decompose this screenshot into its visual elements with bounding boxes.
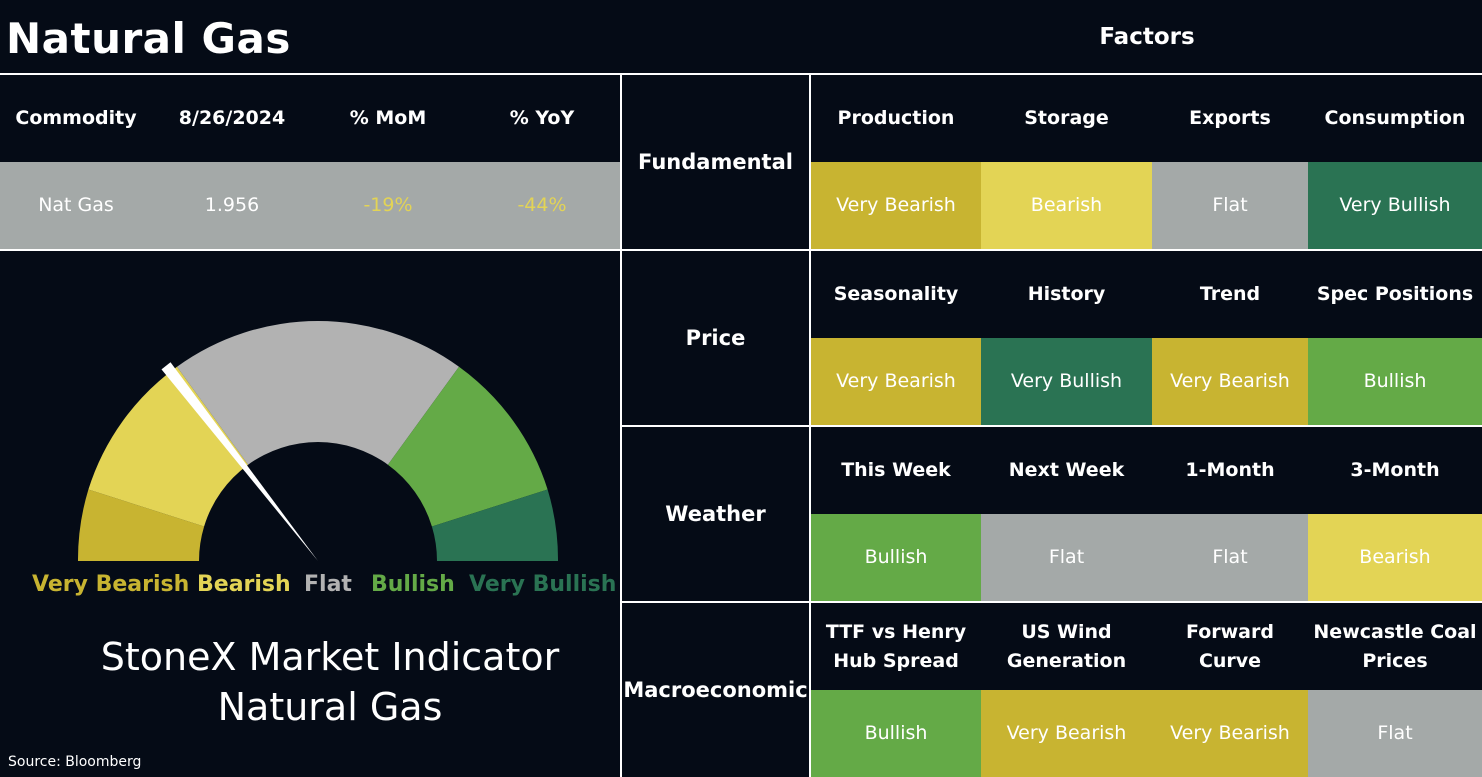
factor-label-production: Production: [837, 107, 955, 129]
commodity-name: Nat Gas: [38, 194, 114, 216]
divider-row-2: [621, 425, 1482, 427]
factor-label-consumption: Consumption: [1324, 107, 1466, 129]
commodity-header-mom: % MoM: [349, 107, 427, 129]
factor-label-line: Curve: [1198, 649, 1262, 672]
divider-left-mid: [0, 249, 621, 251]
factor-category-fundamental: Fundamental: [638, 149, 793, 174]
factor-label-seasonality: Seasonality: [833, 283, 959, 305]
page-title: Natural Gas: [6, 14, 291, 63]
factor-label-line: Generation: [1006, 649, 1127, 672]
factor-label-next-week: Next Week: [1008, 459, 1125, 481]
factor-value-this-week: Bullish: [811, 514, 981, 601]
indicator-title: StoneX Market Indicator Natural Gas: [0, 632, 660, 732]
gauge-segment-flat: [177, 321, 459, 465]
commodity-price: 1.956: [204, 194, 260, 216]
legend-bearish: Bearish: [197, 572, 291, 597]
legend-bullish: Bullish: [371, 572, 455, 597]
factor-label-1-month: 1-Month: [1185, 459, 1275, 481]
factor-category-price: Price: [685, 325, 746, 350]
divider-vertical-main: [620, 73, 622, 777]
commodity-header-date: 8/26/2024: [178, 107, 286, 129]
factor-value-3-month: Bearish: [1308, 514, 1482, 601]
gauge-needle: [161, 362, 318, 561]
factor-label-3-month: 3-Month: [1350, 459, 1440, 481]
commodity-table: Commodity 8/26/2024 % MoM % YoY Nat Gas …: [0, 75, 620, 249]
commodity-header-commodity: Commodity: [15, 107, 137, 129]
factor-value-newcastle-coal-prices: Flat: [1308, 690, 1482, 777]
factor-label-line: TTF vs Henry: [825, 620, 967, 643]
indicator-title-line-1: StoneX Market Indicator: [100, 635, 560, 679]
factor-label-this-week: This Week: [841, 459, 951, 481]
factor-label-forward-curve: Forward Curve: [1152, 603, 1308, 690]
market-indicator-gauge: [77, 321, 559, 561]
factor-label-spec-positions: Spec Positions: [1316, 283, 1474, 305]
legend-very-bullish: Very Bullish: [469, 572, 617, 597]
gauge-segment-very-bullish: [431, 489, 559, 561]
gauge-segment-bullish: [387, 366, 548, 527]
factor-value-spec-positions: Bullish: [1308, 338, 1482, 425]
factor-label-line: Forward: [1186, 620, 1274, 643]
factor-value-storage: Bearish: [981, 162, 1152, 249]
factor-value-consumption: Very Bullish: [1308, 162, 1482, 249]
gauge-segment-very-bearish: [77, 489, 205, 561]
factor-label-newcastle-coal-prices: Newcastle Coal Prices: [1308, 603, 1482, 690]
factor-value-1-month: Flat: [1152, 514, 1308, 601]
divider-top: [0, 73, 1482, 75]
factor-value-exports: Flat: [1152, 162, 1308, 249]
factor-label-line: Prices: [1362, 649, 1428, 672]
indicator-title-line-2: Natural Gas: [217, 685, 443, 729]
gauge-segment-bearish: [88, 366, 249, 527]
source-note: Source: Bloomberg: [8, 754, 142, 770]
commodity-mom-change: -19%: [363, 194, 413, 216]
factor-value-production: Very Bearish: [811, 162, 981, 249]
factor-value-trend: Very Bearish: [1152, 338, 1308, 425]
divider-row-3: [621, 601, 1482, 603]
factor-value-ttf-vs-henry-hub-spread: Bullish: [811, 690, 981, 777]
commodity-header-yoy: % YoY: [509, 107, 575, 129]
factor-label-us-wind-generation: US Wind Generation: [981, 603, 1152, 690]
divider-row-1: [621, 249, 1482, 251]
factor-label-trend: Trend: [1199, 283, 1261, 305]
factor-label-history: History: [1027, 283, 1106, 305]
legend-flat: Flat: [304, 572, 352, 597]
legend-very-bearish: Very Bearish: [32, 572, 190, 597]
factor-label-ttf-vs-henry-hub-spread: TTF vs Henry Hub Spread: [811, 603, 981, 690]
commodity-yoy-change: -44%: [517, 194, 567, 216]
factor-value-history: Very Bullish: [981, 338, 1152, 425]
commodity-data-row: Nat Gas 1.956 -19% -44%: [0, 162, 620, 249]
factor-label-line: Hub Spread: [833, 649, 959, 672]
factor-label-storage: Storage: [1024, 107, 1109, 129]
factor-category-weather: Weather: [665, 501, 766, 526]
divider-vertical-cat: [809, 73, 811, 777]
factors-title: Factors: [1099, 24, 1195, 50]
factor-value-next-week: Flat: [981, 514, 1152, 601]
factor-value-seasonality: Very Bearish: [811, 338, 981, 425]
commodity-header-row: Commodity 8/26/2024 % MoM % YoY: [0, 75, 620, 162]
factor-label-exports: Exports: [1189, 107, 1271, 129]
factor-label-line: Newcastle Coal: [1313, 620, 1477, 643]
factor-label-line: US Wind: [1021, 620, 1112, 643]
factor-value-forward-curve: Very Bearish: [1152, 690, 1308, 777]
factor-value-us-wind-generation: Very Bearish: [981, 690, 1152, 777]
